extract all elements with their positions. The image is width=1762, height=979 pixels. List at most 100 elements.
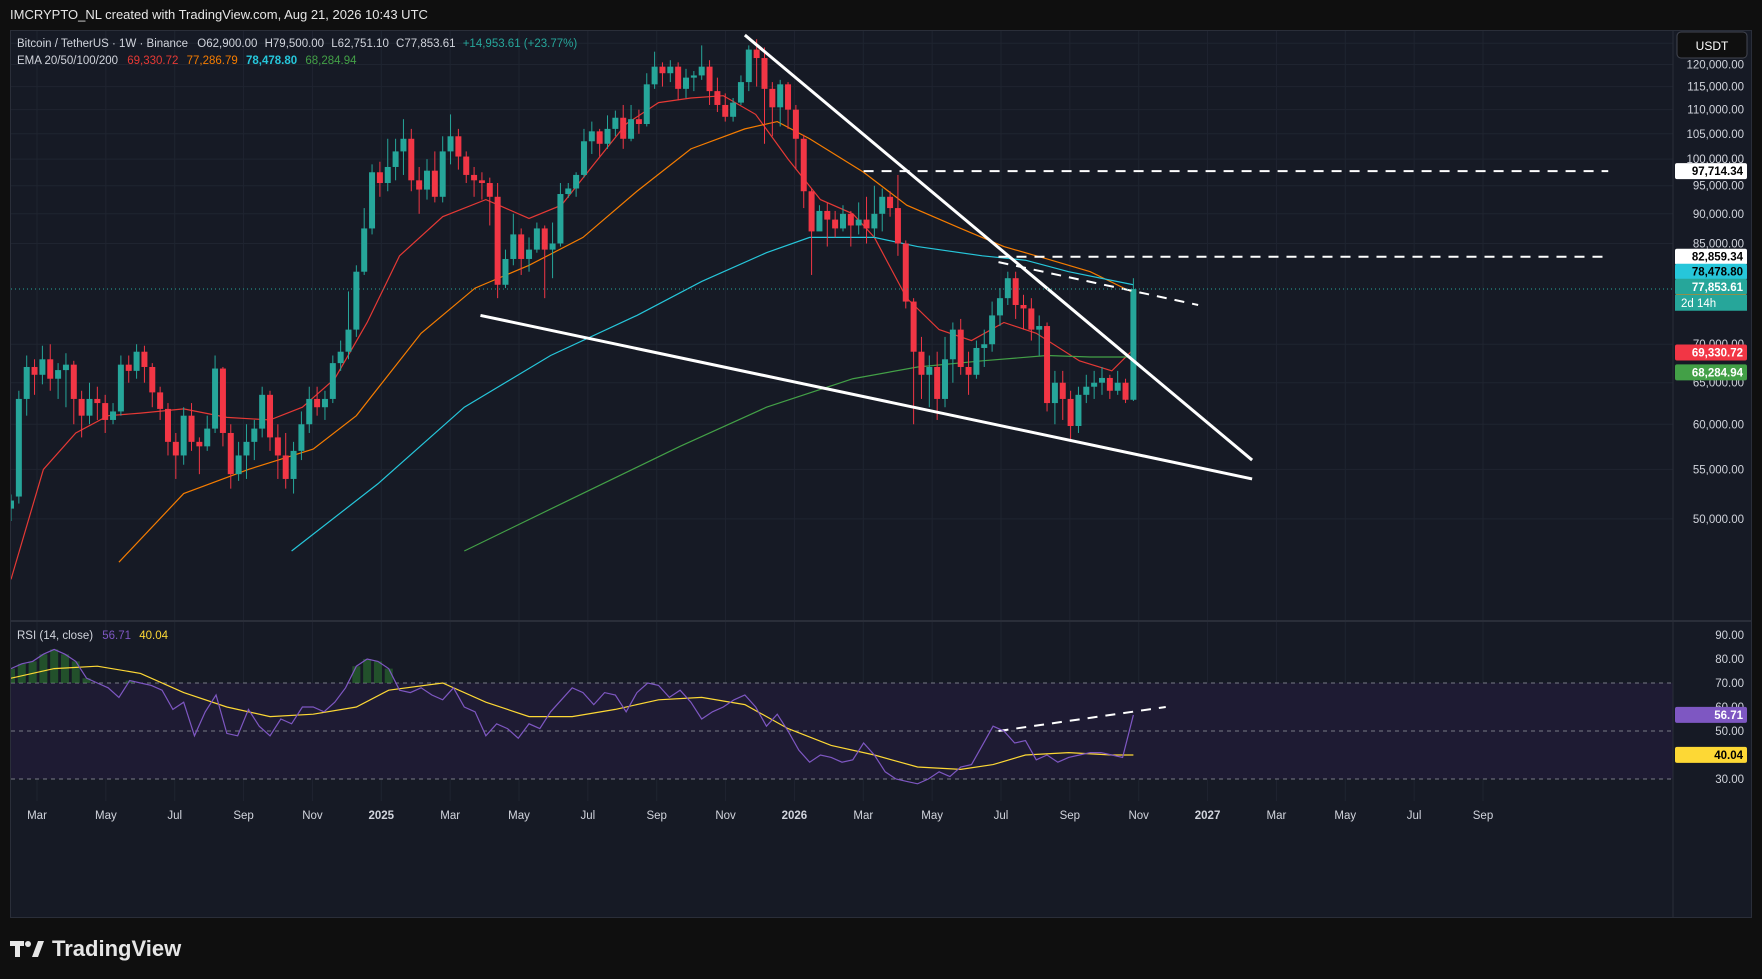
candle-body [1028, 308, 1035, 330]
rsi-line [10, 648, 1134, 785]
price-label-box [1675, 263, 1747, 280]
legend-ema200: 68,284.94 [305, 55, 357, 67]
candle-body [345, 329, 352, 352]
candle-body [643, 84, 650, 125]
tradingview-logo[interactable]: TradingView [10, 935, 181, 963]
candle-body [117, 364, 124, 412]
legend-symbol-name: Bitcoin / TetherUS · 1W · Binance [17, 38, 188, 50]
candle-body [1044, 326, 1051, 404]
currency-label: USDT [1696, 39, 1729, 53]
candle-body [274, 437, 281, 456]
price-trendline [480, 313, 1253, 481]
candle-body [149, 366, 156, 393]
legend-ema20: 69,330.72 [127, 55, 178, 67]
rsi-tick-label: 80.00 [1715, 654, 1744, 666]
candle-body [808, 191, 815, 232]
rsi-legend-value: 56.71 [102, 630, 131, 642]
candle-body [39, 359, 46, 375]
rsi-band [11, 682, 1673, 780]
candle-body [604, 128, 611, 144]
candle-body [353, 271, 360, 330]
candle-body [471, 174, 478, 181]
candle-body [227, 432, 234, 475]
candle-body [1130, 289, 1137, 400]
currency-button[interactable] [1676, 31, 1748, 59]
time-tick-label: Mar [853, 810, 873, 822]
candle-body [565, 188, 572, 195]
price-labels: 97,714.3482,859.3478,478.8077,853.6177,2… [1675, 163, 1747, 763]
price-tick-label: 55,000.00 [1693, 464, 1744, 476]
price-label-text: 82,859.34 [1692, 252, 1744, 264]
candle-body [792, 109, 799, 139]
time-tick-label: Nov [715, 810, 736, 822]
candle-body [212, 368, 219, 429]
candle-body [164, 408, 171, 442]
price-tick-label: 65,000.00 [1693, 378, 1744, 390]
time-tick-label: Jul [167, 810, 182, 822]
candle-body [926, 366, 933, 375]
candle-body [369, 172, 376, 229]
attribution-text: IMCRYPTO_NL created with TradingView.com… [10, 7, 428, 22]
candle-body [439, 151, 446, 197]
candle-body [902, 243, 909, 302]
candle-body [196, 441, 203, 447]
candle-body [1036, 326, 1043, 330]
candle-body [847, 213, 854, 226]
candle-body [722, 104, 729, 117]
candle-body [667, 66, 674, 74]
candle-body [62, 364, 69, 371]
price-label-box [1675, 278, 1747, 295]
price-tick-label: 50,000.00 [1693, 514, 1744, 526]
candle-body [1091, 382, 1098, 387]
candle-body [510, 234, 517, 259]
trendlines [11, 33, 1673, 732]
candle-body [1067, 398, 1074, 426]
candle-body [55, 370, 62, 379]
legend-change: +14,953.61 (+23.77%) [463, 38, 578, 50]
rsi-value-text: 56.71 [1714, 710, 1743, 722]
candle-body [871, 213, 878, 229]
time-scale[interactable]: Mar May Jul Sep Nov 2025 Mar May Jul Sep Nov 2026 Ma… [27, 810, 1493, 822]
candle-body [706, 66, 713, 92]
candle-body [1122, 382, 1129, 400]
candle-body [31, 366, 38, 375]
candle-body [651, 66, 658, 85]
candle-body [596, 131, 603, 144]
candle-body [447, 136, 454, 152]
candle-body [698, 66, 705, 76]
price-tick-label: 85,000.00 [1693, 238, 1744, 250]
candle-body [989, 315, 996, 345]
price-label-text: 69,330.72 [1692, 347, 1743, 359]
price-label-box [1675, 344, 1747, 361]
candle-body [588, 131, 595, 142]
candle-body [78, 398, 85, 416]
price-tick-label: 100,000.00 [1686, 154, 1744, 166]
rsi-ma-box [1675, 746, 1747, 763]
price-tick-label: 120,000.00 [1686, 59, 1744, 71]
legend-ema: EMA 20/50/100/200 69,330.72 77,286.79 78… [17, 55, 357, 67]
candle-body [1083, 386, 1090, 395]
chart-svg[interactable]: 125,000.00120,000.00115,000.00110,000.00… [7, 31, 1751, 917]
chart-frame[interactable]: 125,000.00120,000.00115,000.00110,000.00… [7, 30, 1752, 918]
candle-body [894, 208, 901, 244]
candle-body [628, 119, 635, 139]
candle-body [1004, 278, 1011, 299]
candle-body [423, 170, 430, 190]
candle-body [23, 366, 30, 399]
candle-body [204, 428, 211, 447]
candle-body [329, 363, 336, 399]
price-tick-label: 95,000.00 [1693, 181, 1744, 193]
rsi-tick-label: 90.00 [1715, 630, 1744, 642]
rsi-ma-text: 40.04 [1714, 750, 1743, 762]
candle-body [463, 156, 470, 175]
candle-body [1059, 382, 1066, 399]
candle-body [251, 428, 258, 442]
candle-body [769, 88, 776, 108]
candle-body [259, 394, 266, 429]
rsi-tick-label: 30.00 [1715, 774, 1744, 786]
candle-body [973, 347, 980, 375]
candle-body [243, 441, 250, 456]
candle-body [400, 138, 407, 152]
rsi-legend: RSI (14, close) 56.71 40.04 [17, 630, 169, 642]
